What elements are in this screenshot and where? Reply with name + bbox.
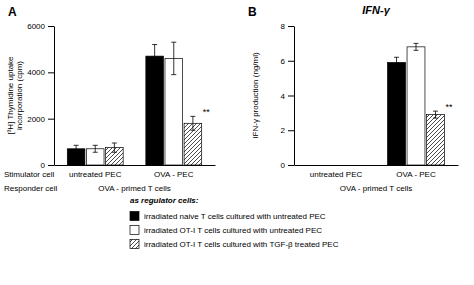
x-tick: untreated PEC bbox=[69, 165, 122, 179]
bar bbox=[327, 165, 345, 166]
error-bar bbox=[171, 42, 176, 74]
legend-entry: irradiated OT-I T cells cultured with un… bbox=[144, 226, 322, 235]
bar bbox=[308, 165, 326, 166]
y-tick-label: 4000 bbox=[27, 68, 45, 77]
legend-entry: irradiated naive T cells cultured with u… bbox=[144, 212, 326, 221]
y-tick-label: 8 bbox=[281, 22, 286, 31]
y-tick: 6 bbox=[281, 57, 294, 66]
error-bar bbox=[414, 43, 419, 50]
responder-text: OVA - primed T cells bbox=[98, 184, 170, 193]
y-tick-mark bbox=[288, 61, 294, 62]
y-tick: 2000 bbox=[27, 115, 54, 124]
y-tick: 4000 bbox=[27, 68, 54, 77]
y-tick-label: 0 bbox=[281, 161, 286, 170]
bar bbox=[388, 62, 406, 165]
x-axis: untreated PEC OVA - PEC bbox=[295, 165, 459, 179]
x-axis-line bbox=[295, 165, 459, 166]
responder-text: OVA - primed T cells bbox=[340, 184, 412, 193]
y-tick: 2 bbox=[281, 126, 294, 135]
plot-area bbox=[67, 42, 201, 165]
y-axis-title: IFN-γ production (ng/ml) bbox=[251, 52, 260, 139]
error-bar bbox=[93, 145, 98, 152]
error-bar bbox=[190, 116, 195, 130]
bar bbox=[146, 56, 164, 165]
y-tick-mark bbox=[288, 130, 294, 131]
x-tick-label: untreated PEC bbox=[69, 170, 122, 179]
error-bar bbox=[433, 111, 438, 118]
y-tick-mark bbox=[48, 119, 54, 120]
y-tick-mark bbox=[288, 165, 294, 166]
y-axis-line bbox=[294, 27, 295, 166]
error-bar bbox=[74, 145, 79, 152]
error-bar bbox=[394, 57, 399, 67]
bar bbox=[347, 165, 365, 166]
y-tick: 8 bbox=[281, 22, 294, 31]
panel-label: A bbox=[8, 5, 17, 19]
y-axis-line bbox=[54, 27, 55, 166]
legend-swatch bbox=[130, 226, 139, 235]
y-axis-title: [³H] Thymidine uptakeincorporation (cpm) bbox=[6, 56, 24, 135]
y-tick-mark bbox=[288, 26, 294, 27]
panel-label: B bbox=[248, 5, 257, 19]
x-tick: OVA - PEC bbox=[154, 165, 194, 179]
y-axis: 0 2 4 6 8 bbox=[281, 22, 295, 170]
y-tick-label: 6 bbox=[281, 57, 286, 66]
chart: 0 2000 4000 6000 untreated PEC OVA - PEC ** [³H… bbox=[0, 0, 474, 285]
legend: as regulator cells: irradiated naive T ce… bbox=[130, 196, 339, 249]
annotation: ** bbox=[445, 102, 453, 112]
y-tick: 4 bbox=[281, 92, 294, 101]
x-tick-label: OVA - PEC bbox=[154, 170, 194, 179]
x-tick: untreated PEC bbox=[310, 165, 363, 179]
y-tick-label: 6000 bbox=[27, 22, 45, 31]
legend-swatch bbox=[130, 240, 139, 249]
stimulator-label: Stimulator cell bbox=[4, 170, 54, 179]
y-tick-mark bbox=[48, 165, 54, 166]
x-tick-label: untreated PEC bbox=[310, 170, 363, 179]
annotation: ** bbox=[203, 107, 211, 117]
y-tick: 6000 bbox=[27, 22, 54, 31]
x-axis: untreated PEC OVA - PEC bbox=[55, 165, 216, 179]
legend-swatch bbox=[130, 212, 139, 221]
error-bar bbox=[152, 45, 157, 68]
legend-title: as regulator cells: bbox=[130, 196, 199, 205]
plot-area bbox=[388, 43, 445, 165]
legend-entry: irradiated OT-I T cells cultured with TG… bbox=[144, 240, 339, 249]
y-tick-label: 2000 bbox=[27, 115, 45, 124]
panel: 0 2 4 6 8 untreated PEC OVA - PEC ** IFN-γ produ… bbox=[248, 4, 459, 193]
y-tick-mark bbox=[48, 26, 54, 27]
y-tick-label: 4 bbox=[281, 92, 286, 101]
y-tick-label: 2 bbox=[281, 126, 286, 135]
panel: 0200040006000untreated PECOVA - PEC**[³H… bbox=[4, 5, 216, 193]
x-tick-label: OVA - PEC bbox=[396, 170, 436, 179]
y-tick: 0 bbox=[281, 161, 294, 170]
title: IFN-γ bbox=[362, 4, 390, 16]
bar bbox=[427, 115, 445, 165]
y-tick-mark bbox=[288, 96, 294, 97]
y-axis: 0200040006000 bbox=[27, 22, 54, 170]
responder-label: Responder cell bbox=[4, 184, 58, 193]
bar bbox=[407, 47, 425, 165]
x-tick: OVA - PEC bbox=[396, 165, 436, 179]
x-axis-line bbox=[55, 165, 216, 166]
y-tick-mark bbox=[48, 72, 54, 73]
error-bar bbox=[112, 143, 117, 152]
